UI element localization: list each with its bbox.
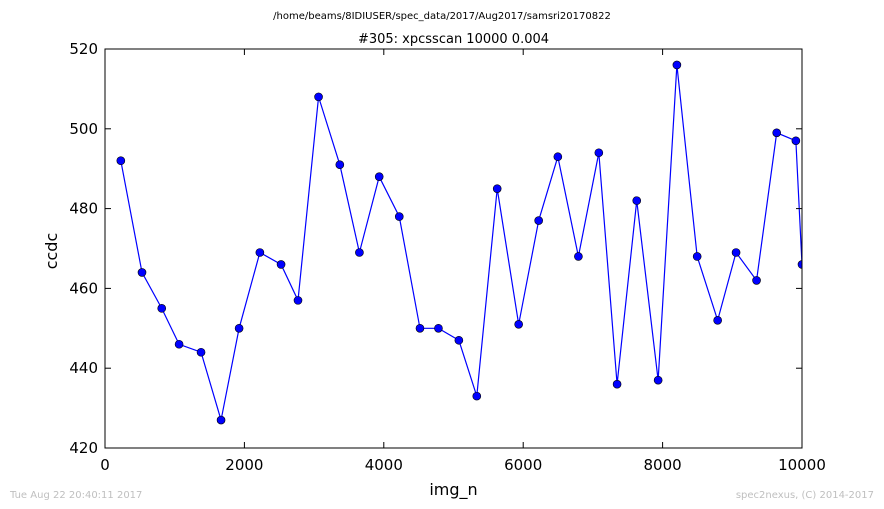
x-tick-label: 10000 (778, 456, 826, 474)
data-point (116, 156, 126, 166)
x-axis-label: img_n (429, 480, 477, 500)
data-point (255, 248, 265, 257)
data-point (137, 268, 147, 277)
data-point (553, 152, 563, 162)
x-tick-label: 8000 (644, 456, 682, 474)
data-point (772, 128, 781, 138)
plot-frame (104, 48, 803, 449)
data-point (797, 260, 802, 269)
data-point (314, 92, 323, 102)
y-tick-label: 520 (69, 40, 98, 58)
data-point (293, 296, 303, 305)
y-tick-label: 420 (69, 439, 98, 457)
x-tick-label: 6000 (504, 456, 542, 474)
data-point (216, 415, 226, 425)
data-point (394, 212, 404, 221)
data-point (672, 60, 682, 70)
data-point (692, 252, 702, 261)
plot-area (116, 60, 802, 425)
data-point (196, 347, 206, 357)
x-axis-ticks: 0 2000 4000 6000 8000 10000 (100, 49, 826, 474)
data-point (276, 260, 286, 269)
data-point (434, 323, 443, 333)
data-point (514, 320, 523, 329)
x-tick-label: 0 (100, 456, 110, 474)
data-point (174, 339, 184, 349)
y-tick-label: 440 (69, 359, 98, 377)
data-point (157, 304, 167, 313)
x-tick-label: 4000 (365, 456, 403, 474)
data-point (355, 248, 364, 257)
y-tick-label: 480 (69, 200, 98, 218)
figure-suptitle: /home/beams/8IDIUSER/spec_data/2017/Aug2… (273, 11, 611, 22)
data-point (534, 216, 543, 225)
data-point (335, 160, 345, 170)
footer-timestamp: Tue Aug 22 20:40:11 2017 (9, 490, 142, 501)
data-point (454, 335, 464, 345)
y-tick-label: 500 (69, 120, 98, 138)
data-point (492, 184, 502, 193)
footer-credit: spec2nexus, (C) 2014-2017 (736, 490, 874, 501)
data-point (472, 391, 482, 401)
y-axis-label: ccdc (42, 233, 61, 270)
y-tick-label: 460 (69, 279, 98, 297)
series-line (120, 64, 802, 421)
data-point (632, 196, 642, 205)
chart-title: #305: xpcsscan 10000 0.004 (358, 32, 549, 47)
data-point (653, 375, 663, 385)
data-point (731, 248, 741, 257)
data-point (791, 136, 801, 146)
data-point (574, 252, 583, 261)
y-axis-ticks: 420 440 460 480 500 520 (69, 40, 802, 457)
x-tick-label: 2000 (225, 456, 263, 474)
data-point (415, 323, 425, 333)
data-point (374, 172, 384, 181)
data-point (594, 148, 604, 158)
data-point (752, 276, 761, 285)
data-point (713, 316, 722, 325)
data-point (234, 323, 244, 333)
data-point (612, 379, 622, 389)
